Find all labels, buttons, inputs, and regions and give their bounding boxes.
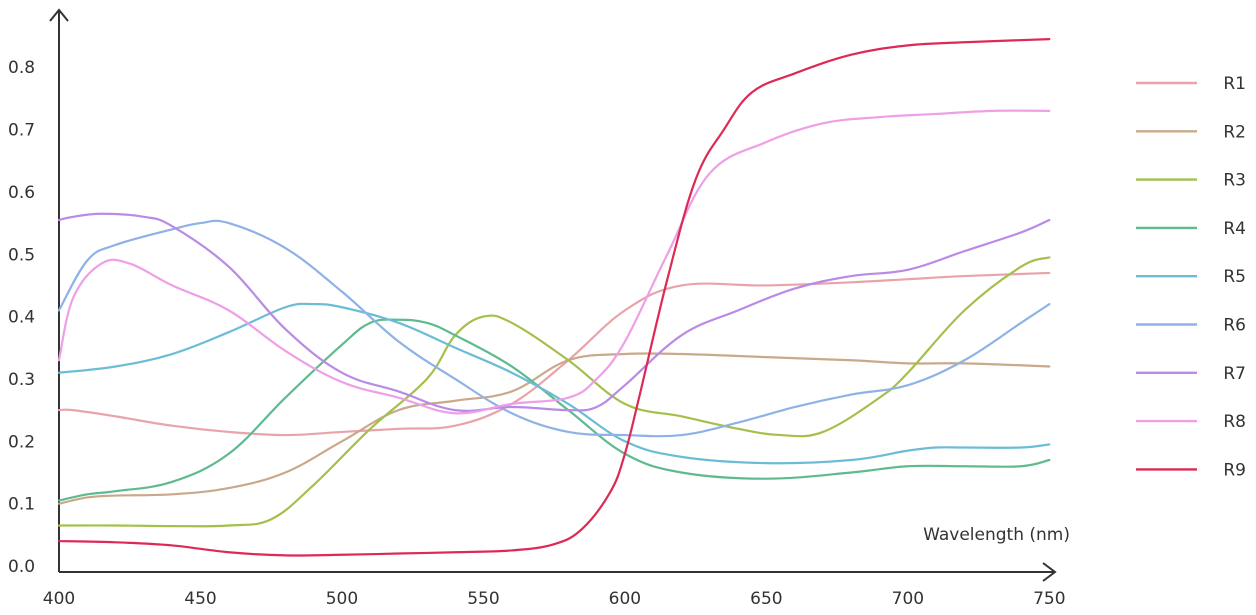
legend-label-r9: R9 bbox=[1223, 460, 1246, 480]
y-axis-arrow bbox=[49, 8, 69, 22]
series-line-r4 bbox=[57, 318, 1051, 502]
series-line-r8 bbox=[57, 109, 1051, 415]
y-tick-label: 0.5 bbox=[8, 245, 35, 265]
axes bbox=[49, 8, 1057, 582]
y-tick-label: 0.1 bbox=[8, 495, 35, 515]
series-line-r7 bbox=[57, 212, 1051, 412]
x-tick-label: 600 bbox=[609, 589, 641, 609]
y-tick-label: 0.2 bbox=[8, 432, 35, 452]
series-lines bbox=[57, 38, 1051, 557]
x-tick-label: 700 bbox=[892, 589, 924, 609]
x-axis-label: Wavelength (nm) bbox=[923, 525, 1070, 545]
x-tick-label: 650 bbox=[750, 589, 782, 609]
x-axis-arrow bbox=[1042, 562, 1057, 582]
series-line-r5 bbox=[57, 302, 1051, 465]
legend-label-r3: R3 bbox=[1223, 171, 1246, 191]
legend-label-r6: R6 bbox=[1223, 316, 1246, 336]
x-tick-label: 450 bbox=[184, 589, 216, 609]
series-line-r6 bbox=[57, 219, 1051, 438]
y-tick-label: 0.7 bbox=[8, 121, 35, 141]
y-tick-label: 0.8 bbox=[8, 58, 35, 78]
x-tick-label: 750 bbox=[1033, 589, 1065, 609]
tick-labels: 400 450 500 550 600 650 700 750 0.0 0.1 0.2 0.3 0.4 0… bbox=[8, 58, 1066, 609]
y-tick-label: 0.0 bbox=[8, 557, 35, 577]
x-tick-label: 500 bbox=[326, 589, 358, 609]
y-tick-label: 0.6 bbox=[8, 183, 35, 203]
legend: R1 R2 R3 R4 R5 R6 R7 R8 R9 bbox=[1136, 74, 1246, 480]
legend-label-r5: R5 bbox=[1223, 267, 1246, 287]
legend-label-r7: R7 bbox=[1223, 364, 1246, 384]
legend-label-r2: R2 bbox=[1223, 122, 1246, 142]
series-line-r9 bbox=[57, 38, 1051, 557]
legend-label-r8: R8 bbox=[1223, 412, 1246, 432]
series-line-r3 bbox=[57, 256, 1051, 528]
y-tick-label: 0.3 bbox=[8, 370, 35, 390]
series-line-r2 bbox=[57, 352, 1051, 505]
legend-label-r1: R1 bbox=[1223, 74, 1246, 94]
x-tick-label: 550 bbox=[467, 589, 499, 609]
x-tick-label: 400 bbox=[43, 589, 75, 609]
series-line-r1 bbox=[57, 271, 1051, 437]
legend-label-r4: R4 bbox=[1223, 219, 1246, 239]
y-tick-label: 0.4 bbox=[8, 308, 35, 328]
